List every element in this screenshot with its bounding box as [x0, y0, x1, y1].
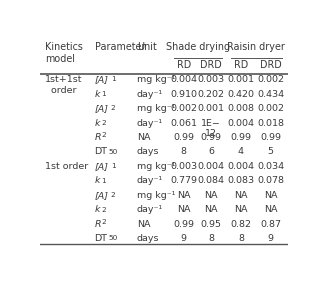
Text: days: days	[137, 147, 159, 156]
Text: day⁻¹: day⁻¹	[137, 205, 163, 214]
Text: 6: 6	[208, 147, 214, 156]
Text: mg kg⁻¹: mg kg⁻¹	[137, 104, 175, 113]
Text: NA: NA	[204, 205, 218, 214]
Text: 0.99: 0.99	[230, 133, 252, 142]
Text: DRD: DRD	[260, 60, 282, 70]
Text: 4: 4	[238, 147, 244, 156]
Text: NA: NA	[264, 191, 277, 200]
Text: 0.99: 0.99	[173, 133, 194, 142]
Text: mg kg⁻¹: mg kg⁻¹	[137, 191, 175, 200]
Text: NA: NA	[204, 191, 218, 200]
Text: 9: 9	[181, 234, 187, 243]
Text: days: days	[137, 234, 159, 243]
Text: day⁻¹: day⁻¹	[137, 176, 163, 185]
Text: 0.004: 0.004	[228, 119, 254, 127]
Text: k: k	[95, 205, 100, 214]
Text: 1st+1st
  order: 1st+1st order	[45, 75, 83, 95]
Text: [A]: [A]	[95, 191, 108, 200]
Text: 1: 1	[101, 91, 106, 97]
Text: day⁻¹: day⁻¹	[137, 90, 163, 98]
Text: NA: NA	[177, 205, 191, 214]
Text: 2: 2	[101, 120, 106, 126]
Text: 0.034: 0.034	[257, 162, 284, 171]
Text: 0.001: 0.001	[228, 75, 254, 84]
Text: 0.083: 0.083	[227, 176, 254, 185]
Text: 0.004: 0.004	[198, 162, 225, 171]
Text: [A]: [A]	[95, 104, 108, 113]
Text: mg kg⁻¹: mg kg⁻¹	[137, 162, 175, 171]
Text: 0.061: 0.061	[170, 119, 197, 127]
Text: 2: 2	[111, 105, 116, 111]
Text: R: R	[95, 220, 101, 229]
Text: Shade drying: Shade drying	[166, 42, 230, 52]
Text: RD: RD	[234, 60, 248, 70]
Text: [A]: [A]	[95, 162, 108, 171]
Text: 9: 9	[268, 234, 274, 243]
Text: 0.003: 0.003	[170, 162, 197, 171]
Text: mg kg⁻¹: mg kg⁻¹	[137, 75, 175, 84]
Text: 1: 1	[111, 76, 116, 82]
Text: 5: 5	[268, 147, 274, 156]
Text: 1st order: 1st order	[45, 162, 88, 171]
Text: 0.910: 0.910	[170, 90, 197, 98]
Text: 0.078: 0.078	[257, 176, 284, 185]
Text: 50: 50	[108, 149, 117, 155]
Text: k: k	[95, 90, 100, 98]
Text: 8: 8	[181, 147, 187, 156]
Text: R: R	[95, 133, 101, 142]
Text: k: k	[95, 119, 100, 127]
Text: 0.202: 0.202	[198, 90, 225, 98]
Text: Parameter: Parameter	[95, 42, 145, 52]
Text: 0.99: 0.99	[173, 220, 194, 229]
Text: 0.779: 0.779	[170, 176, 197, 185]
Text: 0.002: 0.002	[257, 104, 284, 113]
Text: 1: 1	[101, 178, 106, 183]
Text: NA: NA	[137, 220, 150, 229]
Text: 0.002: 0.002	[170, 104, 197, 113]
Text: 0.001: 0.001	[198, 104, 225, 113]
Text: 0.003: 0.003	[197, 75, 225, 84]
Text: NA: NA	[137, 133, 150, 142]
Text: Unit: Unit	[137, 42, 156, 52]
Text: 0.99: 0.99	[260, 133, 281, 142]
Text: 0.434: 0.434	[257, 90, 284, 98]
Text: 0.420: 0.420	[228, 90, 254, 98]
Text: 50: 50	[108, 236, 117, 241]
Text: 0.95: 0.95	[201, 220, 222, 229]
Text: 8: 8	[208, 234, 214, 243]
Text: RD: RD	[177, 60, 191, 70]
Text: 2: 2	[101, 132, 106, 138]
Text: DT: DT	[95, 147, 108, 156]
Text: 8: 8	[238, 234, 244, 243]
Text: 1: 1	[111, 163, 116, 169]
Text: NA: NA	[177, 191, 191, 200]
Text: NA: NA	[264, 205, 277, 214]
Text: 0.008: 0.008	[228, 104, 254, 113]
Text: NA: NA	[234, 191, 248, 200]
Text: 0.018: 0.018	[257, 119, 284, 127]
Text: 1E−
12: 1E− 12	[201, 119, 221, 138]
Text: DRD: DRD	[200, 60, 222, 70]
Text: 0.87: 0.87	[260, 220, 281, 229]
Text: NA: NA	[234, 205, 248, 214]
Text: DT: DT	[95, 234, 108, 243]
Text: 0.004: 0.004	[170, 75, 197, 84]
Text: day⁻¹: day⁻¹	[137, 119, 163, 127]
Text: 2: 2	[101, 207, 106, 212]
Text: 2: 2	[111, 192, 116, 198]
Text: 0.99: 0.99	[201, 133, 222, 142]
Text: Raisin dryer: Raisin dryer	[228, 42, 285, 52]
Text: 0.004: 0.004	[228, 162, 254, 171]
Text: k: k	[95, 176, 100, 185]
Text: 0.82: 0.82	[230, 220, 252, 229]
Text: 0.084: 0.084	[198, 176, 225, 185]
Text: Kinetics
model: Kinetics model	[45, 42, 83, 64]
Text: 0.002: 0.002	[257, 75, 284, 84]
Text: 2: 2	[101, 219, 106, 225]
Text: [A]: [A]	[95, 75, 108, 84]
